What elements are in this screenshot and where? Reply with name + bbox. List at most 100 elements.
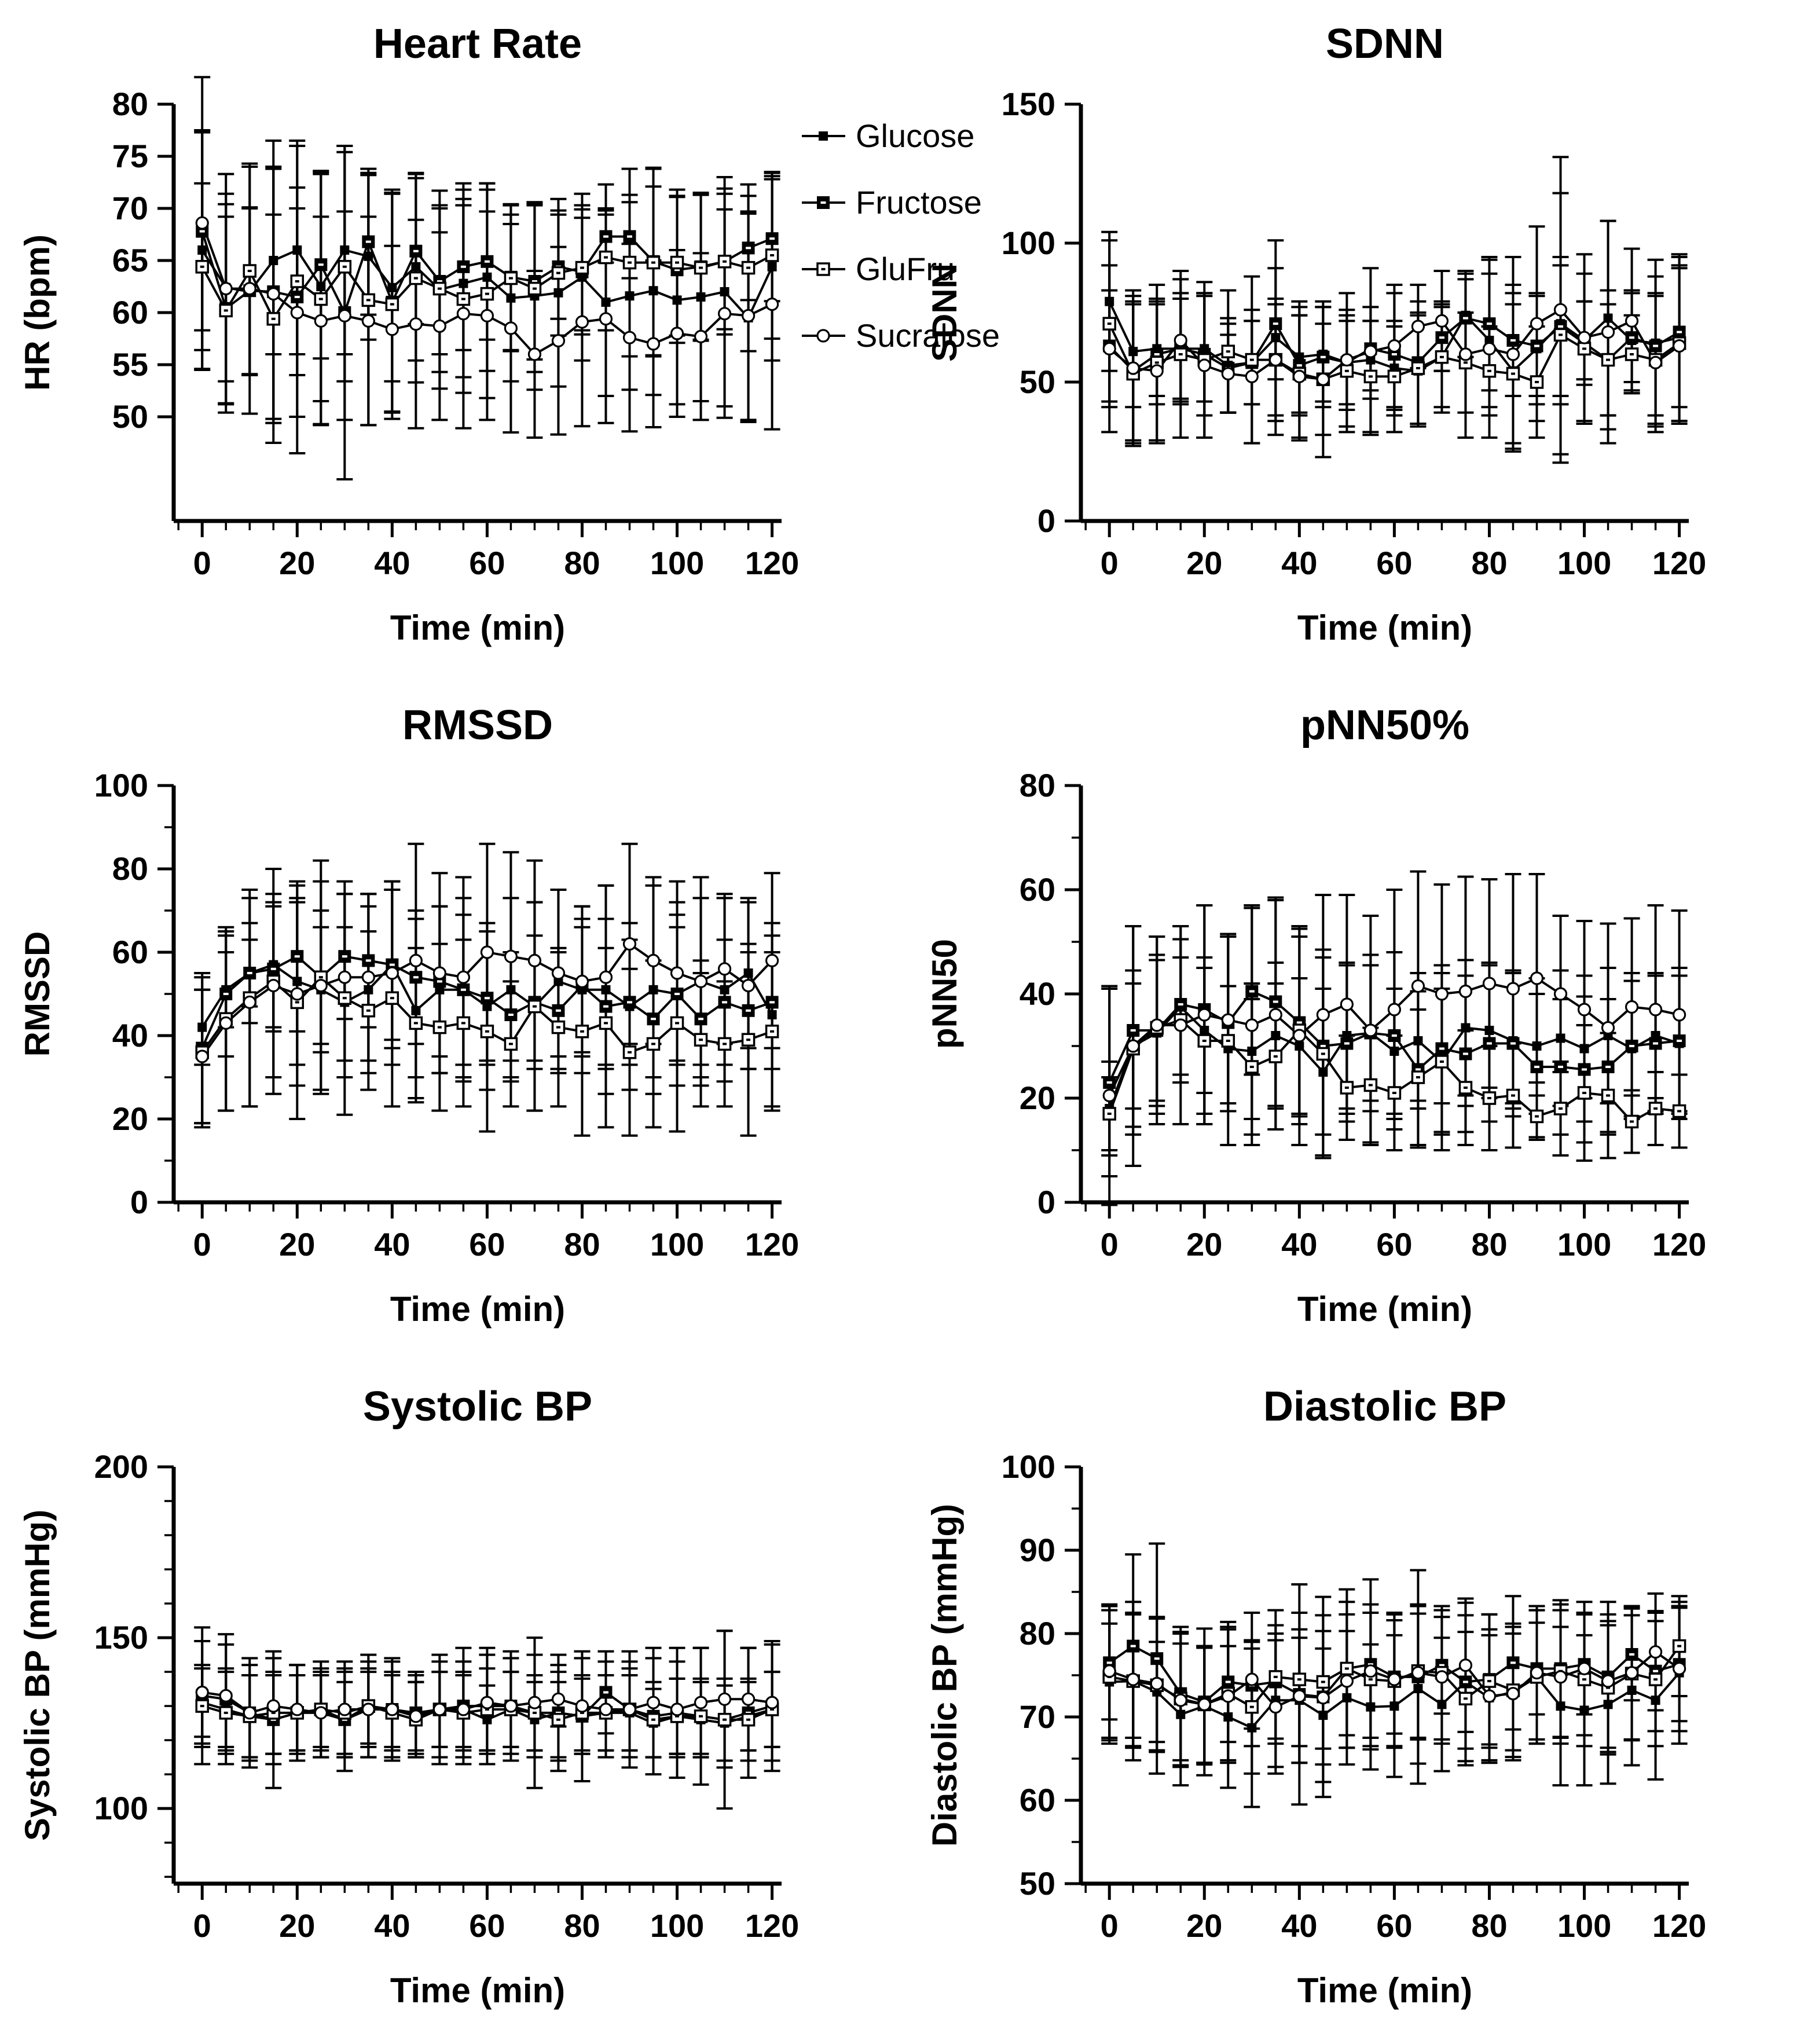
plot-title: pNN50%	[1300, 702, 1469, 748]
series-markers-sucralose	[195, 1685, 779, 1723]
chart-svg-systolic-bp: Systolic BP 100 150 200 0 20 40 60 80 100 120 Time …	[18, 1384, 799, 2010]
x-axis: 0 20 40 60 80 100 120	[1084, 1884, 1706, 1944]
x-axis: 0 20 40 60 80 100 120	[177, 1202, 799, 1263]
plot-title: Heart Rate	[373, 21, 582, 67]
axes	[1079, 104, 1689, 523]
y-tick-label: 0	[1037, 502, 1055, 539]
y-tick-label: 50	[112, 398, 148, 435]
x-tick-label: 120	[1652, 1907, 1706, 1944]
axes	[171, 1467, 782, 1886]
x-tick-label: 100	[1557, 1907, 1611, 1944]
x-tick-label: 0	[193, 545, 211, 581]
x-tick-label: 80	[1471, 1226, 1507, 1263]
x-tick-label: 60	[469, 545, 505, 581]
series-markers-glufru	[1102, 317, 1686, 389]
chart-pnn50: pNN50% 0 20 40 60 80 0 20 40 60 80 100 120 Time (min)…	[907, 681, 1815, 1363]
x-tick-label: 100	[650, 1226, 704, 1263]
chart-heart-rate: Heart Rate 50 55 60 65 70 75 80 0 20 40 60 80 100 120 T…	[0, 0, 1000, 681]
x-tick-label: 60	[1376, 1226, 1412, 1263]
y-axis-label: RMSSD	[18, 931, 57, 1057]
series-markers-sucralose	[195, 937, 779, 1063]
legend-marker-glufru	[816, 262, 830, 276]
legend-label: GluFru	[856, 251, 955, 287]
x-axis-label: Time (min)	[390, 1290, 565, 1329]
axes	[171, 104, 782, 523]
x-tick-label: 60	[1376, 545, 1412, 581]
x-tick-label: 60	[1376, 1907, 1412, 1944]
y-tick-label: 70	[1020, 1698, 1055, 1735]
chart-sdnn: SDNN 0 50 100 150 0 20 40 60 80 100 120 Time (min) SD…	[907, 0, 1815, 681]
x-tick-label: 100	[650, 1907, 704, 1944]
x-tick-label: 80	[1471, 1907, 1507, 1944]
x-tick-label: 20	[1186, 545, 1222, 581]
y-axis: 0 50 100 150	[1002, 86, 1081, 539]
y-tick-label: 50	[1020, 1865, 1055, 1902]
y-tick-label: 80	[1020, 1615, 1055, 1652]
y-axis: 50 60 70 80 90 100	[1002, 1448, 1081, 1902]
y-axis-label: Diastolic BP (mmHg)	[925, 1504, 964, 1847]
x-tick-label: 100	[650, 545, 704, 581]
x-tick-label: 20	[1186, 1226, 1222, 1263]
x-tick-label: 40	[374, 1226, 410, 1263]
x-axis: 0 20 40 60 80 100 120	[177, 521, 799, 581]
plot-title: Diastolic BP	[1263, 1384, 1506, 1430]
x-tick-label: 0	[1101, 1226, 1119, 1263]
y-tick-label: 60	[112, 294, 148, 331]
y-axis-label: SDNN	[925, 263, 964, 362]
y-tick-label: 60	[1020, 871, 1055, 908]
y-tick-label: 150	[1002, 86, 1055, 122]
y-axis-label: HR (bpm)	[18, 234, 57, 391]
y-tick-label: 150	[94, 1619, 148, 1656]
y-tick-label: 80	[1020, 767, 1055, 803]
x-axis-label: Time (min)	[390, 608, 565, 647]
y-tick-label: 60	[1020, 1782, 1055, 1818]
chart-diastolic-bp: Diastolic BP 50 60 70 80 90 100 0 20 40 60 80 100 120…	[907, 1363, 1815, 2044]
series-markers-sucralose	[1102, 1645, 1686, 1714]
y-tick-label: 20	[1020, 1080, 1055, 1116]
y-tick-label: 200	[94, 1448, 148, 1485]
y-tick-label: 65	[112, 242, 148, 278]
y-tick-label: 80	[112, 850, 148, 887]
chart-svg-sdnn: SDNN 0 50 100 150 0 20 40 60 80 100 120 Time (min) SD…	[925, 21, 1706, 647]
x-tick-label: 60	[469, 1226, 505, 1263]
y-axis: 100 150 200	[94, 1448, 174, 1878]
x-axis: 0 20 40 60 80 100 120	[1084, 521, 1706, 581]
y-tick-label: 55	[112, 346, 148, 383]
y-tick-label: 40	[112, 1017, 148, 1054]
series-markers-sucralose	[195, 216, 779, 361]
axes	[1079, 786, 1689, 1205]
x-axis: 0 20 40 60 80 100 120	[1084, 1202, 1706, 1263]
legend-label: Glucose	[856, 118, 974, 154]
legend-label: Sucralose	[856, 317, 1000, 354]
x-tick-label: 80	[1471, 545, 1507, 581]
y-tick-label: 60	[112, 934, 148, 970]
x-tick-label: 40	[1281, 1907, 1317, 1944]
x-tick-label: 0	[193, 1226, 211, 1263]
chart-svg-rmssd: RMSSD 0 20 40 60 80 100 0 20 40 60 80 100 120 Time (mi…	[18, 702, 799, 1329]
x-tick-label: 20	[279, 1226, 315, 1263]
x-tick-label: 120	[745, 1907, 799, 1944]
y-axis: 0 20 40 60 80	[1020, 767, 1081, 1220]
x-tick-label: 40	[1281, 1226, 1317, 1263]
y-axis: 50 55 60 65 70 75 80	[112, 86, 174, 435]
x-tick-label: 0	[1101, 545, 1119, 581]
y-tick-label: 70	[112, 190, 148, 226]
y-tick-label: 90	[1020, 1532, 1055, 1568]
plot-title: RMSSD	[402, 702, 553, 748]
y-tick-label: 75	[112, 138, 148, 174]
legend-marker-sucralose	[816, 329, 830, 343]
plot-title: SDNN	[1326, 21, 1444, 67]
x-tick-label: 60	[469, 1907, 505, 1944]
chart-svg-pnn50-: pNN50% 0 20 40 60 80 0 20 40 60 80 100 120 Time (min)…	[925, 702, 1706, 1329]
y-axis-label: pNN50	[925, 939, 964, 1049]
x-tick-label: 0	[1101, 1907, 1119, 1944]
y-tick-label: 100	[1002, 225, 1055, 261]
legend-marker-fructose	[817, 196, 830, 209]
x-tick-label: 80	[564, 1226, 600, 1263]
x-axis-label: Time (min)	[390, 1971, 565, 2010]
y-tick-label: 80	[112, 86, 148, 122]
chart-svg-heart-rate: Heart Rate 50 55 60 65 70 75 80 0 20 40 60 80 100 120 T…	[18, 21, 1000, 647]
y-tick-label: 40	[1020, 975, 1055, 1012]
x-tick-label: 80	[564, 1907, 600, 1944]
